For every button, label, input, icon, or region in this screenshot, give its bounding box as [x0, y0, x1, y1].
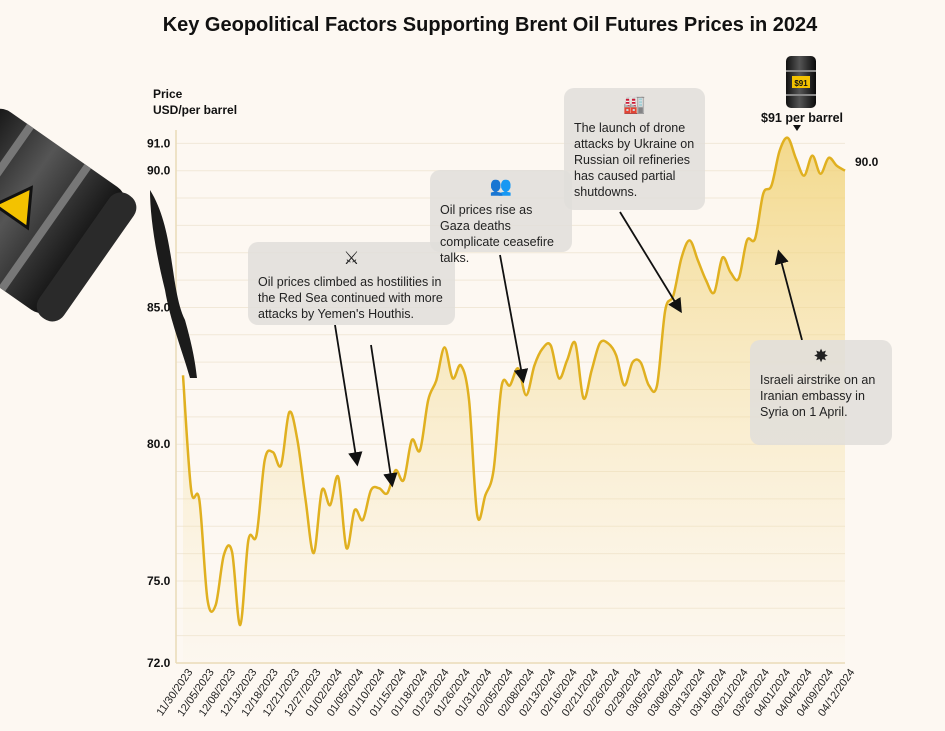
explosion-icon: ✸ — [813, 346, 829, 366]
annotation-gaza: 👥 Oil prices rise as Gaza deaths complic… — [430, 170, 572, 265]
annotation-red-sea: ⚔ Oil prices climbed as hostilities in t… — [248, 242, 455, 325]
y-tick-label: 72.0 — [147, 656, 171, 670]
annotation-text: Oil prices climbed as hostilities in the… — [258, 275, 443, 321]
y-tick-label: 91.0 — [147, 136, 171, 150]
y-tick-label: 90.0 — [147, 164, 171, 178]
annotation-arrow — [370, 344, 398, 488]
chart-title: Key Geopolitical Factors Supporting Bren… — [162, 14, 818, 36]
people-icon: 👥 — [489, 176, 513, 196]
annotation-arrow — [334, 324, 363, 467]
oil-stream — [150, 190, 197, 378]
oil-barrel-icon: $91 — [786, 56, 816, 108]
price-line — [181, 136, 846, 627]
pouring-barrel-illustration — [0, 108, 137, 322]
factory-icon: 🏭 — [623, 94, 646, 114]
barrel-price-label: $91 — [794, 79, 808, 88]
y-tick-label: 80.0 — [147, 437, 171, 451]
annotation-arrow — [619, 211, 682, 314]
peak-label: $91 per barrel — [761, 111, 843, 125]
end-value-label: 90.0 — [855, 155, 879, 169]
crossed-swords-icon: ⚔ — [343, 248, 360, 268]
y-tick-label: 75.0 — [147, 574, 171, 588]
annotation-text: Israeli airstrike on an Iranian embassy … — [760, 373, 876, 419]
annotation-arrow — [499, 254, 529, 384]
peak-marker-icon — [793, 125, 801, 131]
annotation-arrow — [774, 249, 803, 341]
y-axis-title: Price — [153, 87, 183, 101]
annotation-text: Oil prices rise as Gaza deaths complicat… — [440, 203, 554, 265]
annotation-text: The launch of drone attacks by Ukraine o… — [574, 121, 695, 199]
annotation-israel: ✸ Israeli airstrike on an Iranian embass… — [750, 340, 892, 445]
annotation-ukraine: 🏭 The launch of drone attacks by Ukraine… — [564, 88, 705, 210]
y-tick-label: 85.0 — [147, 300, 171, 314]
y-axis-unit: USD/per barrel — [153, 103, 238, 117]
